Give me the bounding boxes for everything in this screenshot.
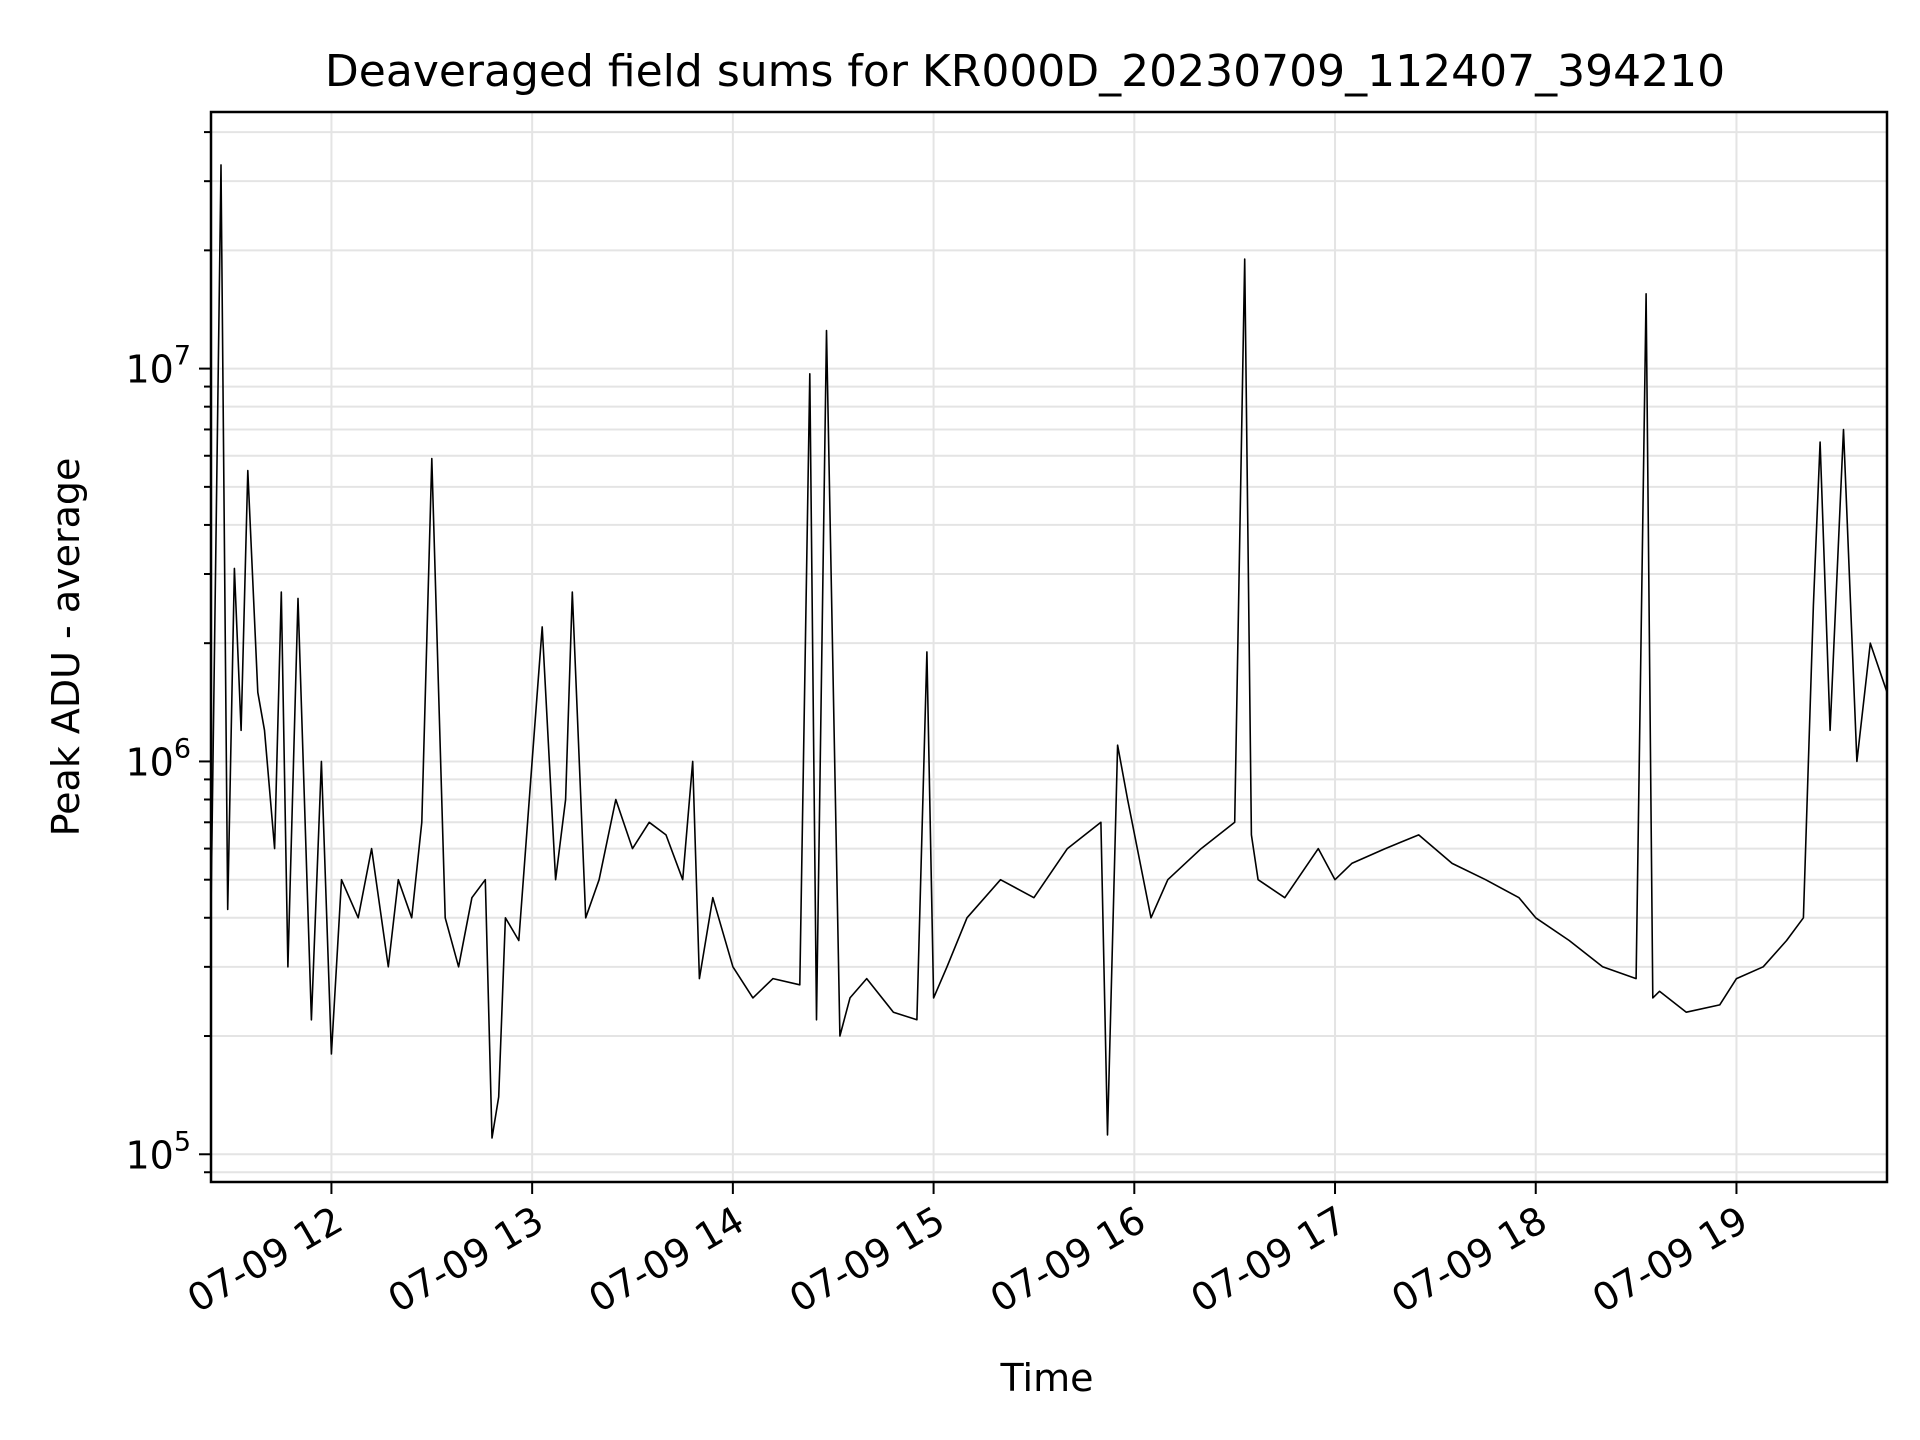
series-line <box>210 164 1888 1139</box>
y-axis-ticks: 105 106 107 <box>125 131 211 1177</box>
x-tick-label: 07-09 19 <box>1585 1198 1755 1322</box>
x-tick-label: 07-09 16 <box>983 1198 1153 1322</box>
y-tick-label: 107 <box>125 341 191 392</box>
x-tick-label: 07-09 12 <box>180 1198 350 1322</box>
y-axis-label: Peak ADU - average <box>44 458 88 837</box>
x-axis-label: Time <box>1000 1356 1094 1400</box>
plot-frame <box>209 110 1889 1184</box>
series-line-group <box>210 164 1888 1139</box>
x-tick-label: 07-09 18 <box>1384 1198 1554 1322</box>
grid <box>211 112 1887 1182</box>
x-tick-label: 07-09 17 <box>1184 1198 1354 1322</box>
x-tick-label: 07-09 15 <box>782 1198 952 1322</box>
y-tick-label: 105 <box>125 1126 191 1177</box>
y-tick-label: 106 <box>125 733 191 784</box>
x-axis-ticks: 07-09 12 07-09 13 07-09 14 07-09 15 07-09 16… <box>180 1182 1755 1321</box>
x-tick-label: 07-09 13 <box>381 1198 551 1322</box>
x-tick-label: 07-09 14 <box>581 1198 751 1322</box>
chart-title: Deaveraged field sums for KR000D_2023070… <box>325 46 1725 97</box>
